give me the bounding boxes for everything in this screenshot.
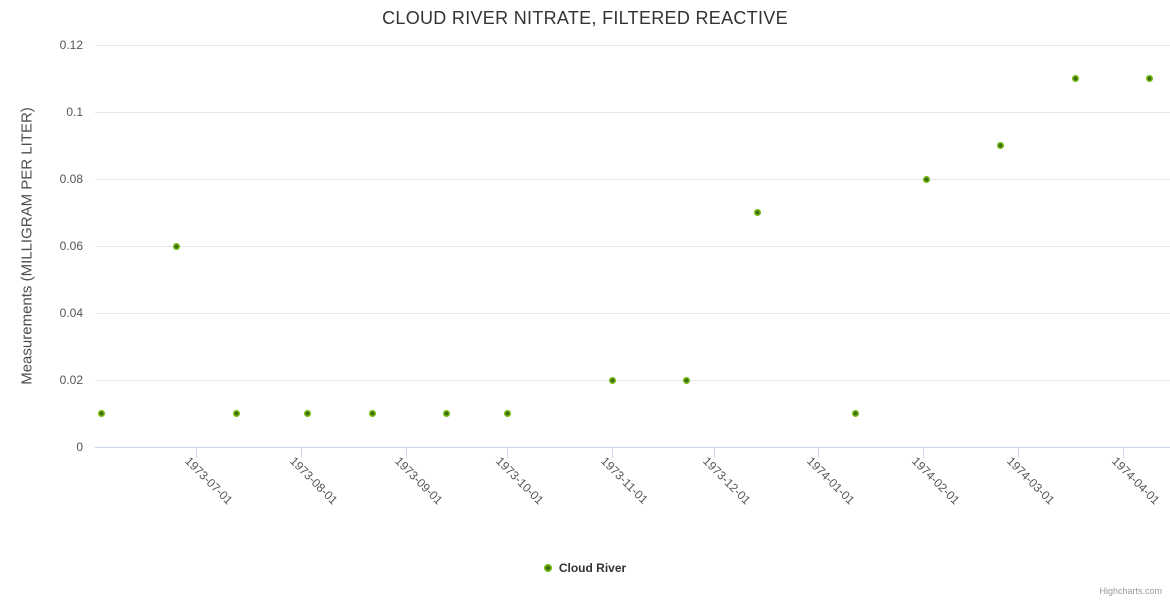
x-axis-tick-label: 1973-07-01 (182, 454, 236, 508)
data-point[interactable] (997, 142, 1005, 149)
x-axis-tick-label: 1973-08-01 (287, 454, 341, 508)
y-axis-tick-label: 0.1 (66, 105, 83, 119)
data-point[interactable] (1071, 75, 1079, 82)
x-axis-tick (612, 448, 614, 458)
y-gridline (95, 179, 1170, 180)
data-point[interactable] (503, 410, 511, 417)
data-point[interactable] (754, 209, 762, 216)
x-axis-tick-label: 1973-12-01 (699, 454, 754, 508)
x-axis-tick-label: 1974-02-01 (909, 454, 963, 508)
data-point[interactable] (304, 410, 312, 417)
x-axis-tick (713, 448, 715, 458)
data-point[interactable] (1146, 75, 1154, 82)
y-axis-tick-label: 0.02 (59, 373, 83, 387)
data-point[interactable] (443, 410, 451, 417)
highcharts-credits-link[interactable]: Highcharts.com (1099, 586, 1162, 596)
x-axis-tick (507, 448, 509, 458)
x-axis-tick (1122, 448, 1124, 458)
data-point[interactable] (172, 242, 180, 250)
series-marker-icon (543, 564, 552, 572)
y-gridline (95, 313, 1170, 314)
legend-label: Cloud River (558, 561, 627, 575)
chart-title: CLOUD RIVER NITRATE, FILTERED REACTIVE (382, 8, 788, 28)
x-axis-tick (923, 448, 925, 458)
y-gridline (95, 246, 1170, 247)
y-axis-tick-label: 0 (76, 440, 83, 454)
data-point[interactable] (233, 410, 241, 417)
y-axis-tick-label: 0.08 (59, 172, 83, 186)
x-axis-tick (196, 448, 198, 458)
y-gridline (95, 112, 1170, 113)
y-axis-tick-label: 0.12 (59, 38, 83, 52)
x-axis-tick (301, 448, 303, 458)
x-axis-tick-label: 1973-10-01 (493, 454, 547, 508)
legend: Cloud River (0, 561, 1170, 575)
x-axis-tick-label: 1973-11-01 (598, 454, 651, 507)
data-point[interactable] (683, 376, 691, 384)
data-point[interactable] (923, 175, 931, 183)
data-point[interactable] (608, 376, 616, 384)
y-gridline (95, 45, 1170, 46)
x-axis-tick-label: 1973-09-01 (392, 454, 446, 508)
x-axis-line (95, 447, 1170, 448)
x-axis-tick-label: 1974-01-01 (804, 454, 858, 508)
x-axis-tick (1017, 448, 1019, 458)
data-point[interactable] (98, 410, 106, 417)
x-axis-tick (818, 448, 820, 458)
data-point[interactable] (852, 410, 860, 417)
x-axis-tick (406, 448, 407, 458)
y-axis-tick-label: 0.06 (59, 239, 83, 253)
x-axis-tick-label: 1974-04-01 (1108, 454, 1163, 508)
y-gridline (95, 380, 1170, 381)
x-axis-tick-label: 1974-03-01 (1003, 454, 1058, 508)
data-point[interactable] (368, 410, 376, 417)
legend-item-cloud-river[interactable]: Cloud River (543, 561, 627, 575)
y-axis-tick-label: 0.04 (59, 306, 83, 320)
